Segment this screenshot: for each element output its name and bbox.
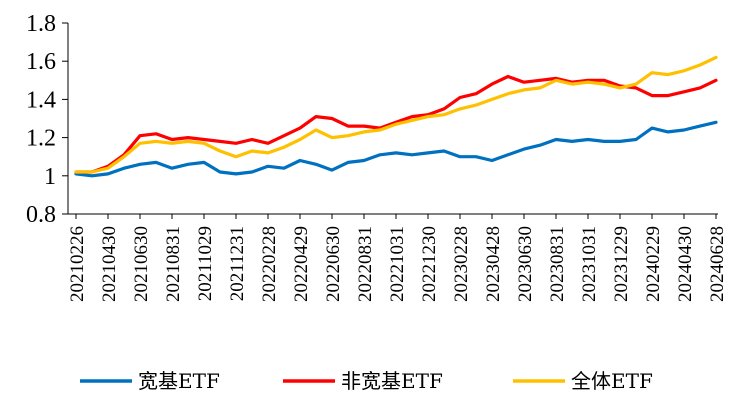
y-tick-label: 1.4 — [26, 87, 56, 113]
x-tick-label: 20211231 — [227, 226, 248, 301]
x-tick-label: 20231031 — [579, 226, 600, 302]
x-tick-label: 20220630 — [323, 226, 344, 302]
x-tick-label: 20210630 — [131, 226, 152, 302]
x-tick-label: 20220228 — [259, 226, 280, 302]
x-tick-label: 20210226 — [67, 226, 88, 302]
x-tick-label: 20240430 — [675, 226, 696, 302]
series-lines — [74, 55, 718, 178]
x-tick-label: 20220831 — [355, 226, 376, 302]
x-tick-label: 20230428 — [483, 226, 504, 302]
y-tick-label: 1 — [44, 164, 56, 190]
y-tick-label: 1.8 — [26, 11, 56, 37]
x-tick-label: 20221230 — [419, 226, 440, 302]
x-tick-label: 20240229 — [643, 226, 664, 302]
x-tick-label: 20210831 — [163, 226, 184, 302]
y-tick-label: 1.6 — [26, 49, 56, 75]
y-axis: 0.8 1 1.2 1.4 1.6 1.8 — [26, 11, 69, 228]
x-tick-label: 20210430 — [99, 226, 120, 302]
x-axis: 20210226 20210430 20210630 20210831 20211029… — [67, 213, 728, 302]
y-tick-label: 0.8 — [26, 202, 56, 228]
x-tick-label: 20230228 — [451, 226, 472, 302]
series-line-3 — [74, 55, 718, 174]
x-tick-label: 20221031 — [387, 226, 408, 302]
x-tick-label: 20220429 — [291, 226, 312, 302]
series-line-1 — [74, 120, 718, 178]
x-tick-label: 20240628 — [707, 226, 728, 302]
legend-label-1: 宽基ETF — [138, 369, 220, 393]
x-tick-label: 20231229 — [611, 226, 632, 302]
legend: 宽基ETF 非宽基ETF 全体ETF — [80, 369, 653, 393]
x-tick-label: 20230831 — [547, 226, 568, 302]
x-tick-label: 20211029 — [195, 226, 216, 301]
x-tick-label: 20230630 — [515, 226, 536, 302]
legend-label-3: 全体ETF — [571, 369, 653, 393]
series-line-2 — [74, 74, 718, 174]
y-tick-label: 1.2 — [26, 126, 56, 152]
legend-label-2: 非宽基ETF — [341, 369, 443, 393]
